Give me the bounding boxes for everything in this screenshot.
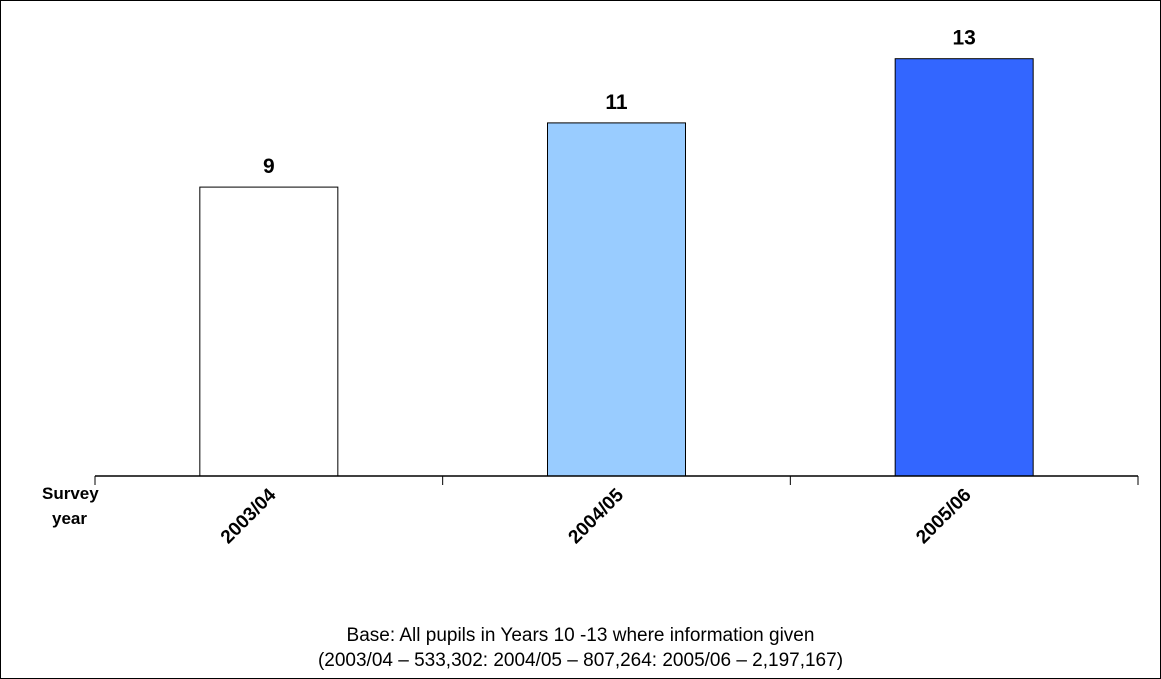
x-tick-label-2005-06: 2005/06 [912, 485, 975, 548]
x-tick-labels: 2003/04 2004/05 2005/06 [217, 484, 976, 548]
x-tick-label-2004-05: 2004/05 [565, 484, 629, 548]
bar-2004-05 [547, 122, 686, 477]
base-note-line-1: Base: All pupils in Years 10 -13 where i… [346, 625, 815, 646]
x-axis-label-survey: Survey [42, 484, 99, 503]
data-label-2003-04: 9 [263, 155, 275, 178]
x-axis-ticks [94, 476, 1139, 485]
data-label-2005-06: 13 [952, 27, 975, 50]
data-label-2004-05: 11 [605, 91, 628, 114]
bar-2003-04 [199, 186, 339, 477]
x-axis-label-year: year [52, 509, 87, 528]
x-tick-label-2003-04: 2003/04 [217, 484, 281, 548]
data-labels: 9 11 13 [263, 27, 976, 178]
base-note-line-2: (2003/04 – 533,302: 2004/05 – 807,264: 2… [317, 650, 844, 671]
bar-2005-06 [894, 58, 1034, 477]
bars-layer [199, 58, 1034, 477]
